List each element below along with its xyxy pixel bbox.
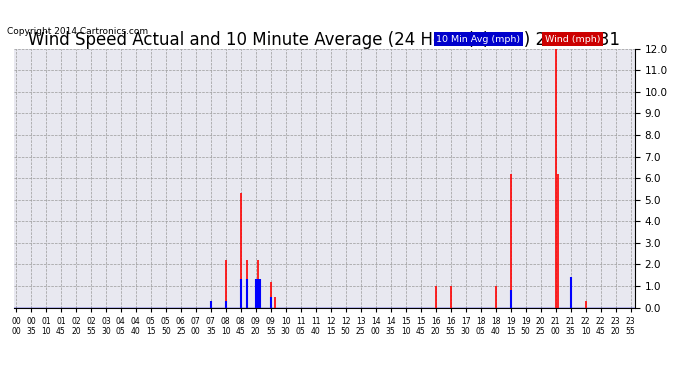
Text: 10 Min Avg (mph): 10 Min Avg (mph)	[436, 34, 520, 44]
Text: Copyright 2014 Cartronics.com: Copyright 2014 Cartronics.com	[7, 27, 148, 36]
Text: Wind (mph): Wind (mph)	[545, 34, 600, 44]
Title: Wind Speed Actual and 10 Minute Average (24 Hours) (New) 20140531: Wind Speed Actual and 10 Minute Average …	[28, 31, 620, 49]
